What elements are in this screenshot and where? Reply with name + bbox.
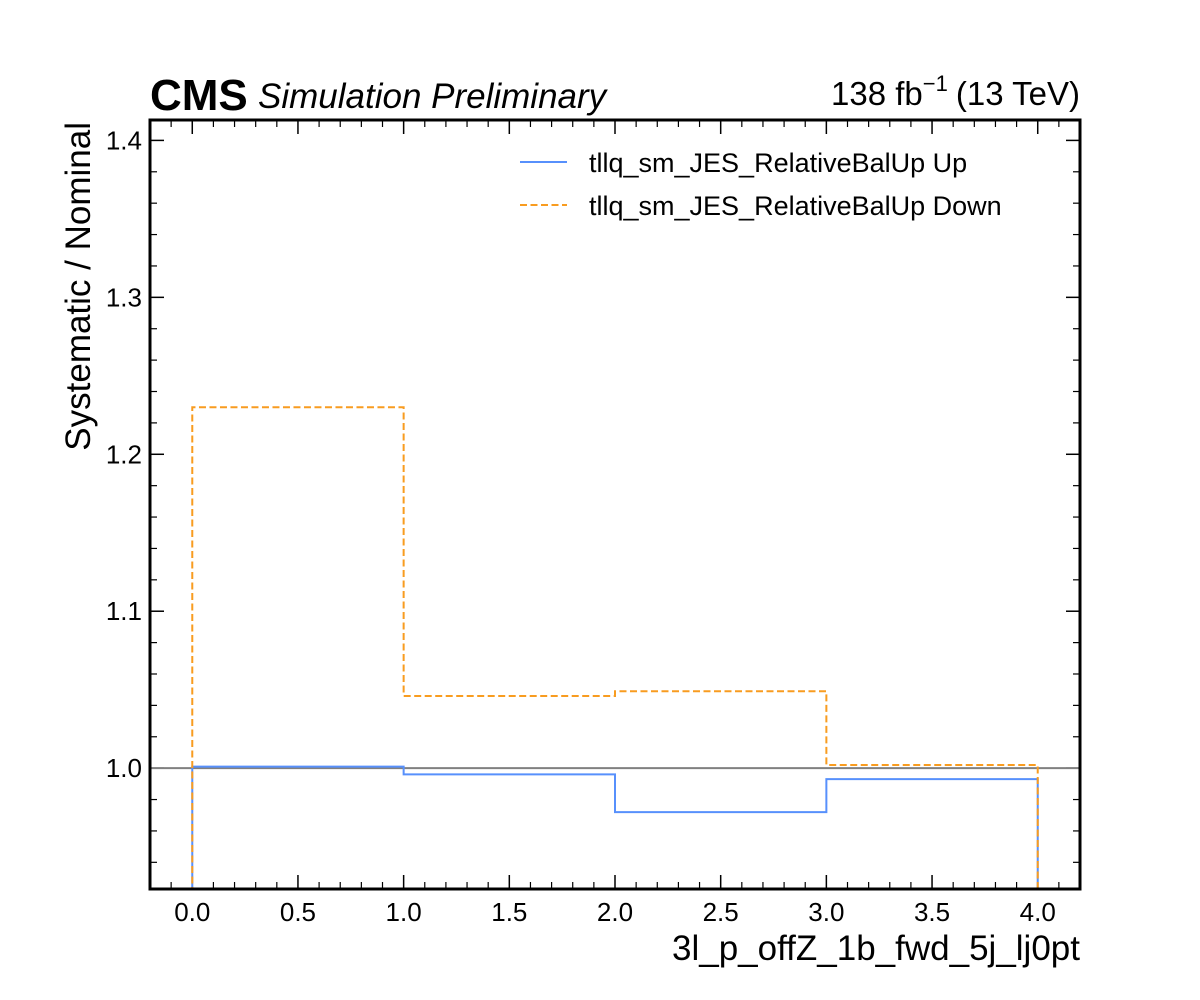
- y-tick-label: 1.4: [106, 125, 142, 155]
- x-tick-label: 0.5: [280, 897, 316, 927]
- x-tick-label: 1.5: [491, 897, 527, 927]
- luminosity-label: 138 fb−1 (13 TeV): [831, 71, 1080, 112]
- x-tick-labels: 0.0 0.5 1.0 1.5 2.0 2.5 3.0 3.5 4.0: [174, 897, 1056, 927]
- y-tick-label: 1.3: [106, 282, 142, 312]
- legend: tllq_sm_JES_RelativeBalUp Up tllq_sm_JES_…: [520, 148, 1002, 221]
- x-tick-label: 1.0: [386, 897, 422, 927]
- y-tick-label: 1.0: [106, 753, 142, 783]
- cms-label: CMS: [150, 71, 248, 120]
- x-tick-label: 2.5: [703, 897, 739, 927]
- series-group: [191, 406, 1039, 889]
- energy-label: (13 TeV): [956, 75, 1080, 112]
- legend-label: tllq_sm_JES_RelativeBalUp Up: [589, 148, 967, 178]
- simulation-preliminary-label: Simulation Preliminary: [258, 77, 609, 116]
- x-tick-label: 2.0: [597, 897, 633, 927]
- y-tick-label: 1.1: [106, 596, 142, 626]
- series-line-down: [191, 406, 1039, 889]
- plot-frame: [148, 118, 1082, 891]
- x-tick-label: 4.0: [1020, 897, 1056, 927]
- x-axis-label: 3l_p_offZ_1b_fwd_5j_lj0pt: [672, 929, 1080, 968]
- y-axis-label: Systematic / Nominal: [59, 122, 98, 451]
- y-tick-labels: 1.0 1.1 1.2 1.3 1.4: [106, 125, 142, 783]
- y-tick-label: 1.2: [106, 439, 142, 469]
- series-line-up: [191, 765, 1039, 889]
- luminosity-value: 138 fb: [831, 75, 923, 112]
- luminosity-exponent: −1: [923, 71, 948, 96]
- x-tick-label: 3.5: [914, 897, 950, 927]
- x-tick-label: 3.0: [808, 897, 844, 927]
- legend-label: tllq_sm_JES_RelativeBalUp Down: [589, 191, 1002, 221]
- x-tick-label: 0.0: [174, 897, 210, 927]
